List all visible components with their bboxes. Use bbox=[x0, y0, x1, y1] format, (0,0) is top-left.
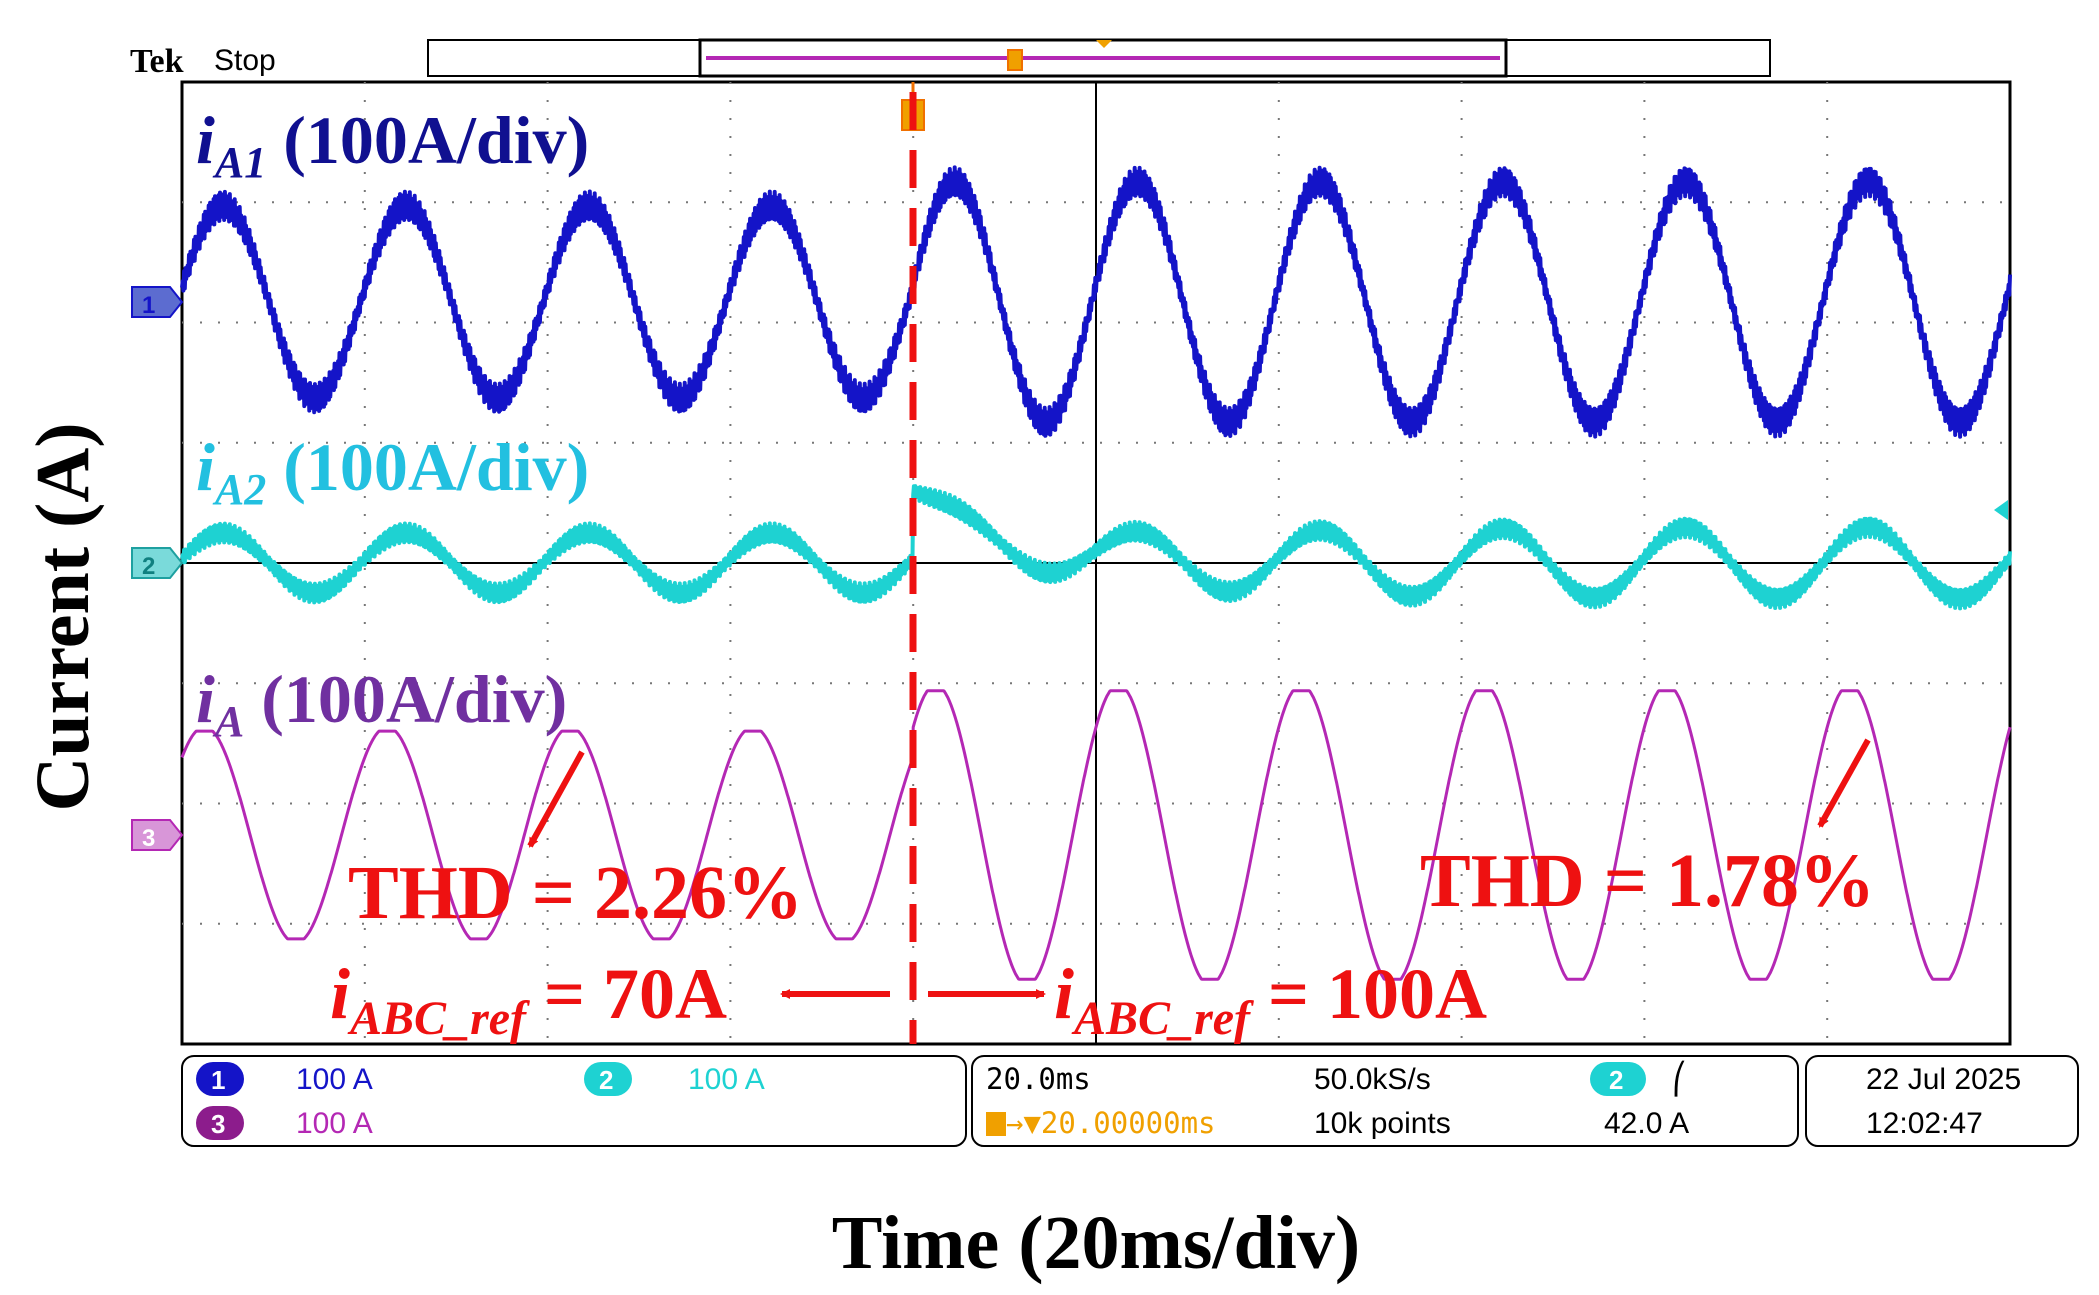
trigger-slope-icon: ⎛ bbox=[1672, 1060, 1687, 1097]
record-length-value: 10k points bbox=[1314, 1107, 1451, 1140]
timebase-panel: 20.0ms 50.0kS/s →▼20.00000ms 10k points … bbox=[971, 1055, 1799, 1147]
ch1-badge: 1 bbox=[211, 1065, 225, 1095]
ch3-scale: 100 A bbox=[296, 1107, 373, 1140]
datetime-panel: 22 Jul 2025 12:02:47 bbox=[1805, 1055, 2079, 1147]
thd-after-label: THD = 1.78% bbox=[1420, 839, 1875, 923]
trigger-level-value: 42.0 A bbox=[1604, 1107, 1689, 1140]
channel-1-marker-label: 1 bbox=[142, 292, 155, 319]
record-overview-bar bbox=[427, 38, 1771, 91]
ref-after-label: iABC_ref = 100A bbox=[1054, 954, 1487, 1045]
ch3-badge: 3 bbox=[211, 1109, 225, 1139]
channel-settings-panel: 1 100 A 2 100 A 3 100 A bbox=[181, 1055, 967, 1147]
ref-before-label: iABC_ref = 70A bbox=[330, 954, 727, 1045]
thd-arrow-before bbox=[527, 750, 585, 848]
channel-2-marker-label: 2 bbox=[142, 553, 155, 580]
channel-3-marker-label: 3 bbox=[142, 825, 155, 852]
acquisition-state: Stop bbox=[214, 44, 276, 77]
time-value: 12:02:47 bbox=[1866, 1107, 1983, 1140]
channel-1-marker: 1 bbox=[131, 286, 184, 319]
ch1-scale: 100 A bbox=[296, 1063, 373, 1096]
y-axis-label: Current (A) bbox=[21, 422, 105, 811]
brand-label: Tek bbox=[130, 43, 184, 80]
trigger-channel-badge: 2 bbox=[1609, 1065, 1623, 1095]
plot-area bbox=[180, 80, 2012, 1046]
thd-arrow-after bbox=[1817, 738, 1871, 828]
sample-rate-value: 50.0kS/s bbox=[1314, 1063, 1431, 1096]
series-label-ia: iA (100A/div) bbox=[196, 661, 567, 746]
ch2-scale: 100 A bbox=[688, 1063, 765, 1096]
ch2-badge: 2 bbox=[599, 1065, 613, 1095]
date-value: 22 Jul 2025 bbox=[1866, 1063, 2021, 1096]
trace-ia bbox=[180, 689, 2012, 981]
trace-ia2 bbox=[180, 484, 2012, 611]
timebase-value: 20.0ms bbox=[986, 1062, 1091, 1096]
x-axis-label: Time (20ms/div) bbox=[832, 1201, 1360, 1285]
trace-ia1 bbox=[180, 165, 2012, 439]
trigger-level-marker bbox=[1994, 500, 2008, 520]
trace-group bbox=[180, 165, 2012, 981]
series-label-ia1: iA1 (100A/div) bbox=[196, 102, 589, 187]
series-label-ia2: iA2 (100A/div) bbox=[196, 429, 589, 514]
channel-2-marker: 2 bbox=[131, 547, 184, 580]
trigger-position-value: →▼20.00000ms bbox=[1006, 1106, 1216, 1140]
channel-3-marker: 3 bbox=[131, 819, 184, 852]
thd-before-label: THD = 2.26% bbox=[348, 851, 803, 935]
